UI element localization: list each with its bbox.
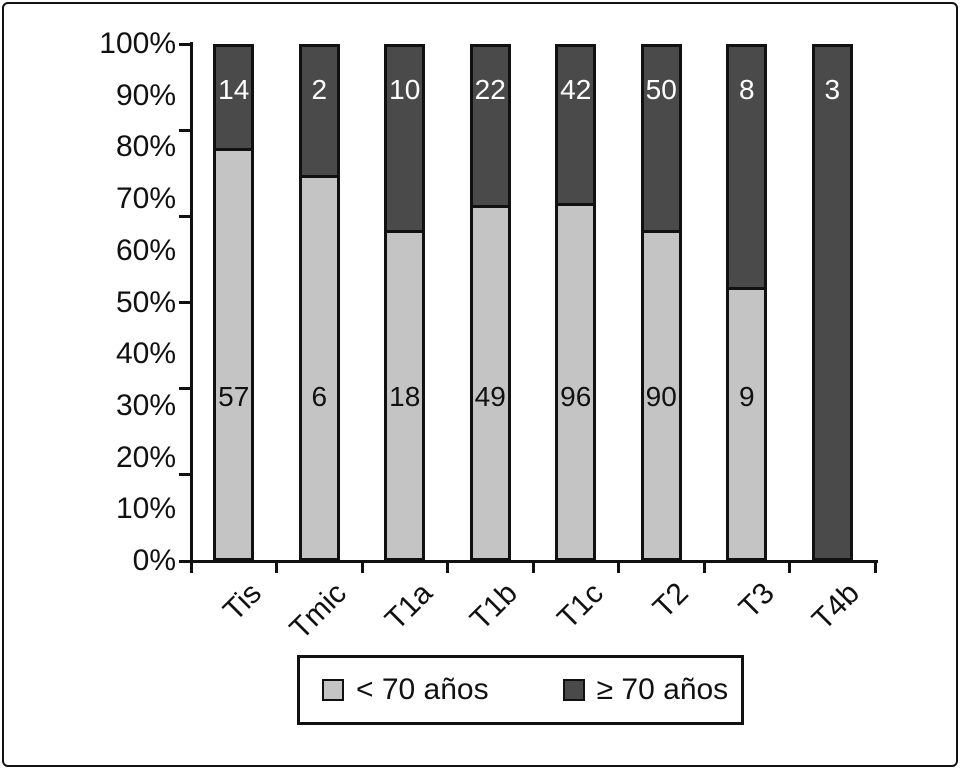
y-axis-label: 50% — [115, 285, 176, 319]
y-axis-tick — [179, 387, 191, 391]
bar-T4b — [811, 44, 853, 561]
x-axis-tick — [617, 561, 620, 573]
legend-label-over-70: ≥ 70 años — [596, 673, 729, 706]
bar-label-over-70-T2: 50 — [645, 74, 677, 105]
bar-Tis-segment-under-70 — [216, 147, 252, 558]
x-axis-label-T1b: T1b — [464, 576, 525, 637]
bar-label-under-70-T1c: 96 — [560, 381, 592, 412]
y-axis-line — [190, 42, 193, 573]
bar-T2-segment-under-70 — [643, 229, 679, 558]
bar-label-over-70-T1a: 10 — [389, 74, 421, 105]
bar-label-under-70-T1b: 49 — [474, 381, 506, 412]
bar-label-over-70-Tmic: 2 — [311, 74, 328, 105]
bar-T1b-segment-under-70 — [472, 205, 508, 558]
y-axis-label: 100% — [99, 27, 176, 60]
bar-label-under-70-Tis: 57 — [218, 381, 250, 412]
legend-item-over-70: ≥ 70 años — [562, 673, 729, 706]
y-axis-tick — [179, 301, 191, 304]
y-axis-label: 20% — [115, 440, 176, 474]
x-axis-tick — [873, 561, 877, 573]
x-axis-label-Tis: Tis — [216, 576, 268, 628]
bar-T3 — [726, 44, 768, 561]
legend-swatch-under-70 — [322, 679, 344, 701]
chart-legend: < 70 años ≥ 70 años — [297, 655, 744, 725]
x-axis-tick — [275, 561, 278, 573]
x-axis-label-Tmic: Tmic — [283, 576, 354, 646]
bar-T1b — [469, 44, 511, 561]
x-axis-tick — [360, 561, 364, 573]
bar-label-under-70-T1a: 18 — [389, 381, 421, 412]
legend-item-under-70: < 70 años — [322, 674, 489, 706]
x-axis-label-T4b: T4b — [806, 576, 867, 637]
y-axis-label: 90% — [115, 78, 176, 112]
legend-swatch-over-70 — [562, 679, 585, 701]
x-axis-tick — [531, 561, 535, 573]
y-axis-label: 0% — [132, 544, 176, 577]
bar-Tmic — [298, 44, 340, 561]
y-axis-label: 80% — [115, 130, 176, 164]
x-axis-tick — [702, 561, 706, 573]
x-axis-label-T2: T2 — [647, 576, 696, 625]
x-axis-label-T3: T3 — [732, 576, 781, 625]
y-axis-tick — [179, 42, 191, 46]
bar-Tmic-segment-under-70 — [301, 174, 337, 558]
x-axis-tick — [189, 561, 193, 573]
bar-T1c-segment-under-70 — [558, 202, 594, 558]
bar-T1a — [384, 44, 426, 561]
bar-label-over-70-Tis: 14 — [218, 74, 250, 105]
bar-label-over-70-T1c: 42 — [560, 74, 592, 105]
bar-T3-segment-under-70 — [729, 287, 765, 558]
y-axis-label: 10% — [115, 492, 176, 526]
bar-label-under-70-T3: 9 — [738, 381, 755, 412]
legend-label-under-70: < 70 años — [356, 673, 489, 706]
bar-T1c — [555, 44, 597, 561]
y-axis-tick — [179, 214, 191, 218]
bar-label-over-70-T3: 8 — [738, 74, 755, 105]
y-axis-label: 40% — [115, 337, 176, 371]
bar-label-under-70-Tmic: 6 — [311, 381, 328, 412]
y-axis-label: 70% — [115, 182, 176, 216]
x-axis-tick — [788, 561, 791, 573]
y-axis-tick — [179, 559, 191, 563]
bar-T1a-segment-under-70 — [387, 229, 423, 558]
y-axis-label: 30% — [115, 388, 176, 422]
y-axis-label: 60% — [115, 233, 176, 267]
x-axis-tick — [446, 561, 449, 573]
bar-T2 — [640, 44, 682, 561]
bar-label-over-70-T4b: 3 — [824, 74, 841, 105]
x-axis-label-T1a: T1a — [378, 576, 439, 637]
x-axis-label-T1c: T1c — [550, 576, 610, 636]
y-axis-tick — [179, 473, 191, 477]
bar-label-over-70-T1b: 22 — [474, 74, 506, 105]
stacked-bar-chart: 100% 90% 80% 70% 60% 50% 40% 30% 20% 10% 0% 14 57 Tis… — [4, 4, 956, 761]
bar-Tis — [213, 44, 255, 561]
y-axis-tick — [179, 128, 191, 132]
bar-label-under-70-T2: 90 — [645, 381, 677, 412]
